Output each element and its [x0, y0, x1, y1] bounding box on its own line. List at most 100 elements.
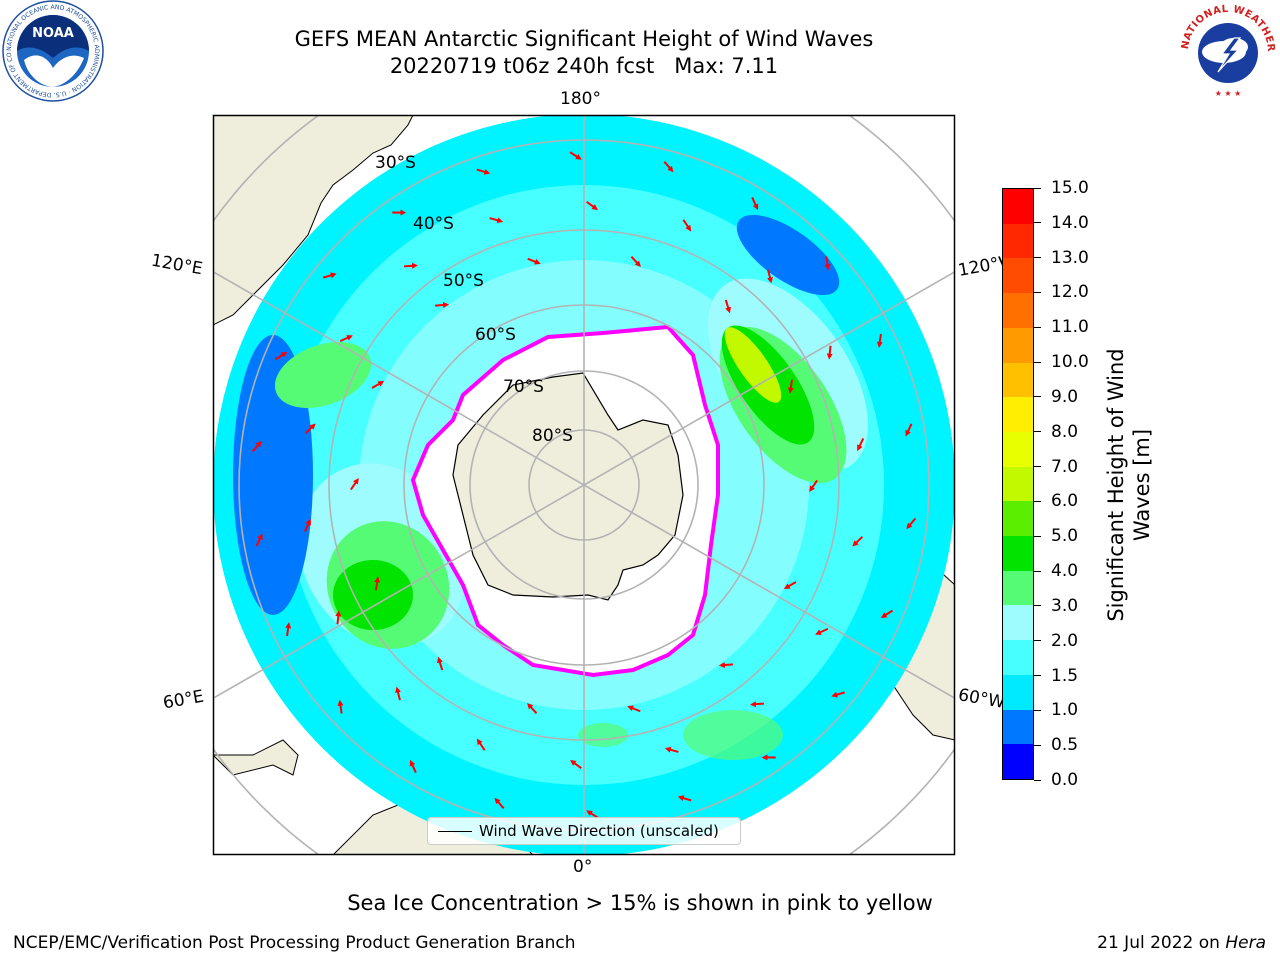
- colorbar-tick-label: 6.0: [1051, 491, 1079, 512]
- colorbar-segment: [1003, 570, 1033, 606]
- colorbar-segment: [1003, 258, 1033, 294]
- wave-direction-arrow: [880, 609, 894, 619]
- wave-direction-arrow: [527, 257, 541, 265]
- wave-direction-arrow: [826, 345, 833, 360]
- wave-direction-arrow: [824, 256, 831, 271]
- latitude-labels: 30°S 40°S 50°S 60°S 70°S 80°S: [375, 153, 573, 446]
- wave-direction-arrow: [350, 477, 359, 491]
- colorbar-tick: [1034, 222, 1041, 224]
- wave-direction-arrow: [489, 217, 504, 224]
- lat-label-70s: 70°S: [503, 377, 544, 397]
- wave-direction-arrow: [274, 351, 288, 361]
- svg-text:NOAA: NOAA: [32, 26, 74, 41]
- colorbar-tick: [1034, 535, 1041, 537]
- colorbar-segment: [1003, 397, 1033, 432]
- wave-direction-arrow: [663, 161, 674, 173]
- wave-direction-arrow: [285, 622, 292, 637]
- lat-label-50s: 50°S: [443, 271, 484, 291]
- footer-date: 21 Jul 2022 on Hera: [1097, 933, 1266, 953]
- colorbar-tick-label: 9.0: [1051, 386, 1079, 407]
- colorbar-tick-label: 7.0: [1051, 456, 1079, 477]
- wave-direction-arrow: [476, 738, 486, 751]
- colorbar-segment: [1003, 293, 1033, 328]
- colorbar-tick-label: 12.0: [1051, 282, 1089, 303]
- wave-direction-arrow: [476, 168, 491, 175]
- colorbar-tick: [1034, 744, 1041, 746]
- wave-direction-arrow: [435, 302, 450, 308]
- colorbar-tick: [1034, 326, 1041, 328]
- wave-direction-arrow: [251, 440, 262, 453]
- colorbar-tick: [1034, 779, 1041, 781]
- colorbar-segment: [1003, 640, 1033, 675]
- colorbar-tick-label: 0.0: [1051, 770, 1079, 790]
- wave-direction-arrow: [724, 299, 732, 314]
- colorbar-tick-label: 15.0: [1051, 178, 1089, 198]
- colorbar-segment: [1003, 501, 1033, 537]
- lon-label-60w: 60°W: [956, 685, 1007, 713]
- wave-direction-arrow: [586, 810, 599, 819]
- wave-direction-arrow: [304, 423, 316, 434]
- wave-direction-arrow: [677, 795, 692, 802]
- wave-direction-arrow: [630, 256, 641, 268]
- wave-direction-arrow: [815, 627, 829, 635]
- wave-direction-arrow: [395, 686, 401, 701]
- wave-direction-arrow: [494, 797, 505, 809]
- colorbar-tick: [1034, 466, 1041, 468]
- wave-direction-arrow: [857, 438, 865, 452]
- lat-label-40s: 40°S: [413, 214, 454, 234]
- wave-direction-arrow: [809, 479, 818, 493]
- wave-direction-arrow: [337, 699, 344, 714]
- wave-direction-arrow: [436, 656, 444, 671]
- wave-direction-arrow: [767, 269, 773, 284]
- legend-line-swatch: [438, 831, 472, 832]
- wave-direction-arrow: [783, 581, 797, 590]
- colorbar-tick-label: 1.0: [1051, 700, 1079, 721]
- colorbar-segment: [1003, 189, 1033, 224]
- colorbar-segment: [1003, 536, 1033, 571]
- wave-direction-arrow: [627, 705, 641, 713]
- colorbar-tick: [1034, 570, 1041, 572]
- lat-label-60s: 60°S: [475, 325, 516, 345]
- colorbar-segment: [1003, 431, 1033, 467]
- colorbar-tick-label: 4.0: [1051, 561, 1079, 582]
- colorbar-tick: [1034, 500, 1041, 502]
- footer-branch: NCEP/EMC/Verification Post Processing Pr…: [13, 933, 576, 953]
- nws-logo: NATIONAL WEATHER SERVICE ★ ★ ★: [1176, 0, 1276, 100]
- wave-direction-arrow: [751, 197, 759, 211]
- wave-direction-arrow: [569, 151, 582, 160]
- antarctica-sea-ice: [410, 324, 720, 678]
- lat-label-30s: 30°S: [375, 153, 416, 173]
- wave-direction-arrow: [335, 610, 342, 625]
- wave-direction-arrow: [371, 380, 385, 389]
- colorbar-tick-label: 11.0: [1051, 317, 1089, 338]
- map-legend: Wind Wave Direction (unscaled): [427, 817, 741, 845]
- wave-direction-arrow: [339, 335, 353, 343]
- lat-label-80s: 80°S: [532, 426, 573, 446]
- legend-label: Wind Wave Direction (unscaled): [479, 822, 719, 840]
- colorbar-tick: [1034, 396, 1041, 398]
- wave-direction-arrow: [787, 379, 794, 394]
- colorbar-tick-label: 10.0: [1051, 352, 1089, 373]
- wave-direction-arrow: [409, 759, 417, 773]
- colorbar-tick-label: 8.0: [1051, 421, 1079, 442]
- wave-direction-arrow: [323, 272, 337, 279]
- colorbar-tick-label: 14.0: [1051, 212, 1089, 233]
- wave-direction-arrow: [374, 576, 381, 591]
- sea-ice-note: Sea Ice Concentration > 15% is shown in …: [347, 891, 933, 915]
- graticule: [213, 115, 955, 855]
- colorbar-tick: [1034, 605, 1041, 607]
- wave-direction-arrow: [718, 662, 733, 668]
- colorbar-tick-label: 13.0: [1051, 247, 1089, 268]
- lon-label-120e: 120°E: [149, 250, 205, 280]
- wave-direction-arrow: [586, 201, 599, 211]
- wave-direction-arrow: [906, 517, 917, 530]
- wave-direction-arrow: [664, 746, 679, 753]
- colorbar-tick: [1034, 257, 1041, 259]
- colorbar-tick: [1034, 675, 1041, 677]
- colorbar-segment: [1003, 709, 1033, 745]
- wave-direction-arrow: [852, 536, 864, 547]
- colorbar-segment: [1003, 466, 1033, 502]
- wave-direction-arrow: [255, 533, 263, 547]
- colorbar: [1002, 188, 1034, 780]
- wave-direction-arrow: [682, 219, 692, 232]
